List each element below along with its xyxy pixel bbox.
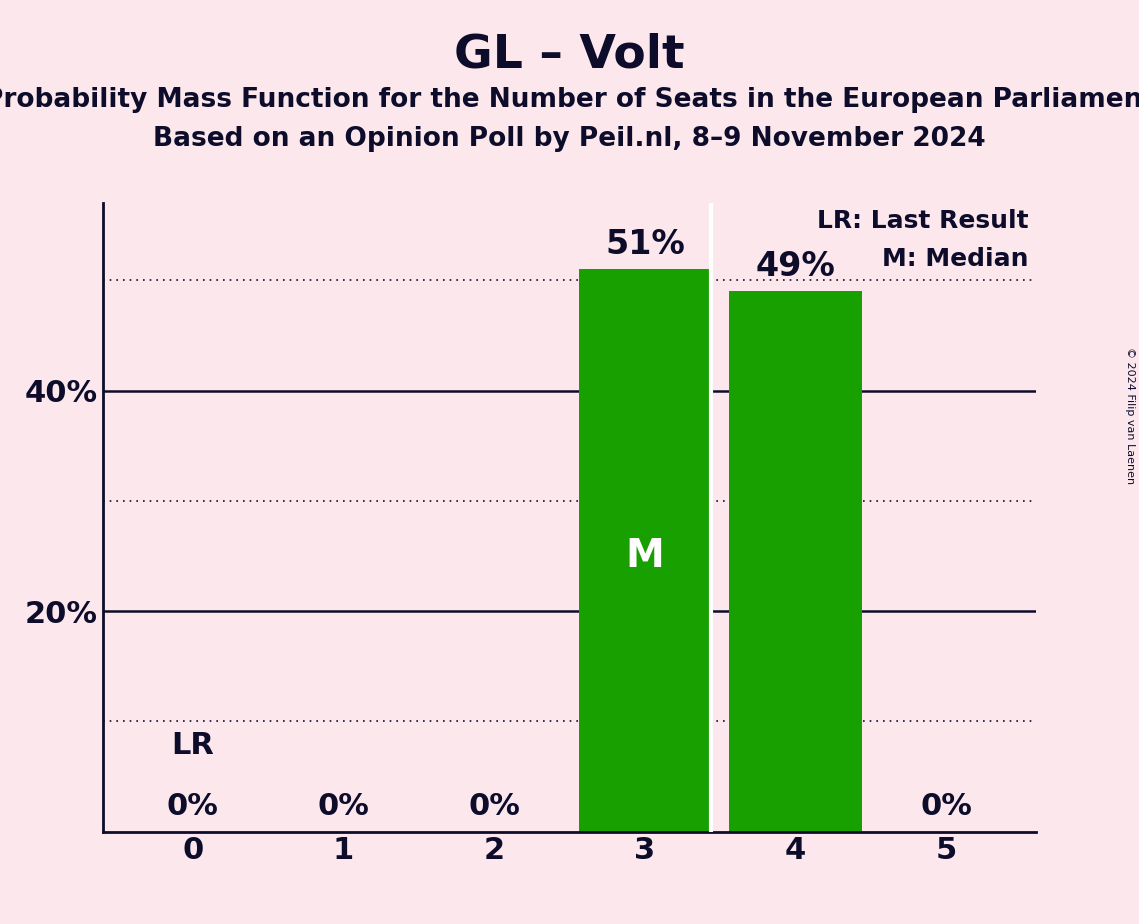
Text: Based on an Opinion Poll by Peil.nl, 8–9 November 2024: Based on an Opinion Poll by Peil.nl, 8–9… xyxy=(153,126,986,152)
Bar xyxy=(729,291,862,832)
Text: Probability Mass Function for the Number of Seats in the European Parliament: Probability Mass Function for the Number… xyxy=(0,87,1139,113)
Text: 0%: 0% xyxy=(167,792,219,821)
Text: 51%: 51% xyxy=(605,227,685,261)
Text: © 2024 Filip van Laenen: © 2024 Filip van Laenen xyxy=(1125,347,1134,484)
Text: M: M xyxy=(625,537,664,575)
Text: GL – Volt: GL – Volt xyxy=(454,32,685,78)
Text: LR: Last Result: LR: Last Result xyxy=(818,209,1029,233)
Text: LR: LR xyxy=(172,731,214,760)
Text: 49%: 49% xyxy=(755,249,835,283)
Text: 0%: 0% xyxy=(920,792,972,821)
Text: 0%: 0% xyxy=(468,792,521,821)
Bar xyxy=(579,270,711,832)
Text: M: Median: M: Median xyxy=(883,248,1029,272)
Text: 0%: 0% xyxy=(318,792,369,821)
